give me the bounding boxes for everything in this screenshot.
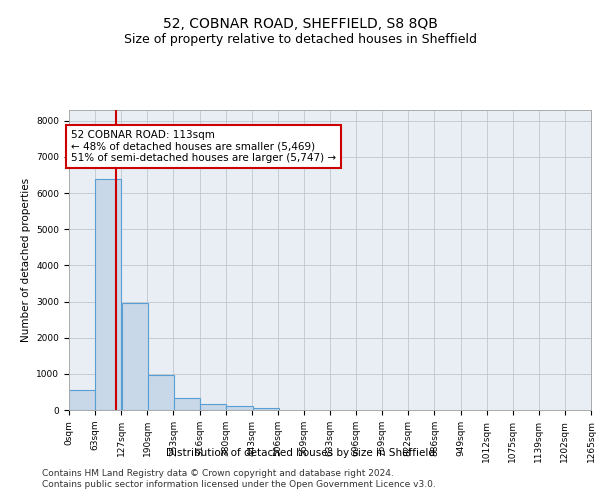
Bar (69, 390, 95, 410)
Bar (95, 180, 121, 410)
Bar (174, 398, 200, 410)
Text: 52 COBNAR ROAD: 113sqm
← 48% of detached houses are smaller (5,469)
51% of semi-: 52 COBNAR ROAD: 113sqm ← 48% of detached… (71, 130, 336, 163)
Bar (148, 376, 174, 410)
Bar (226, 406, 253, 410)
Y-axis label: Number of detached properties: Number of detached properties (21, 178, 31, 342)
Bar (200, 404, 226, 410)
Text: 52, COBNAR ROAD, SHEFFIELD, S8 8QB: 52, COBNAR ROAD, SHEFFIELD, S8 8QB (163, 18, 437, 32)
Bar (253, 408, 278, 410)
Text: Distribution of detached houses by size in Sheffield: Distribution of detached houses by size … (166, 448, 434, 458)
Bar (122, 304, 148, 410)
Text: Contains public sector information licensed under the Open Government Licence v3: Contains public sector information licen… (42, 480, 436, 489)
Text: Contains HM Land Registry data © Crown copyright and database right 2024.: Contains HM Land Registry data © Crown c… (42, 468, 394, 477)
Text: Size of property relative to detached houses in Sheffield: Size of property relative to detached ho… (124, 32, 476, 46)
